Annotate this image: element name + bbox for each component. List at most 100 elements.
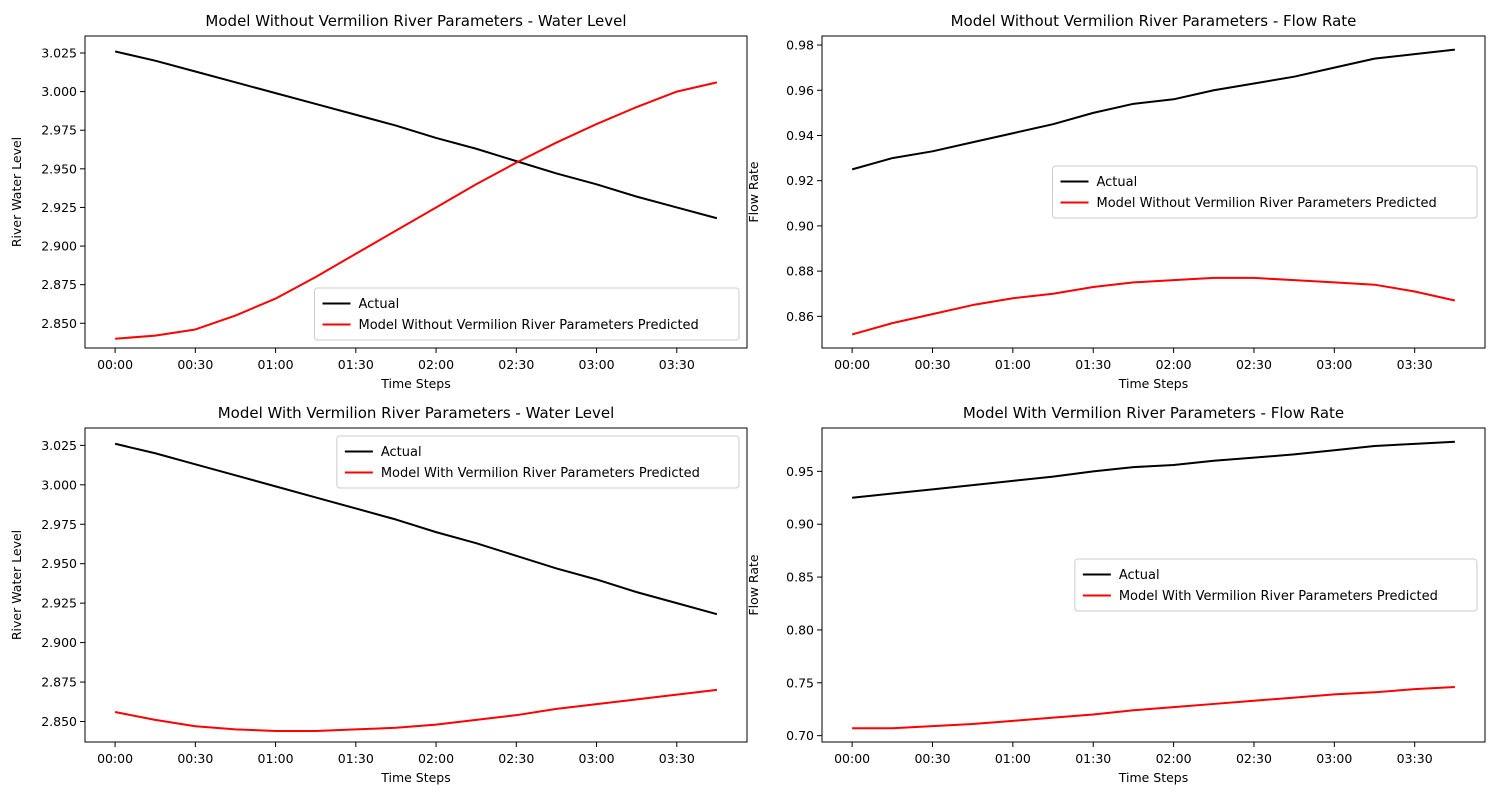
x-tick-label: 02:00 (1156, 357, 1192, 372)
plot-frame (821, 427, 1486, 743)
x-tick-label: 01:30 (1075, 751, 1111, 766)
x-tick-label: 02:00 (1156, 751, 1192, 766)
y-tick-label: 2.950 (41, 556, 77, 571)
series-line-actual (852, 440, 1455, 499)
y-tick-label: 2.875 (41, 675, 77, 690)
legend-box (1074, 558, 1478, 612)
chart-panel-3: Model With Vermilion River Parameters - … (9, 404, 748, 785)
y-tick-label: 0.90 (786, 218, 814, 233)
x-tick-label: 03:00 (579, 357, 615, 372)
y-tick-label: 2.925 (41, 596, 77, 611)
x-tick-label: 03:30 (1397, 751, 1433, 766)
series-line-actual (114, 442, 718, 616)
y-tick-label: 3.000 (41, 84, 77, 99)
x-tick-label: 01:30 (338, 751, 374, 766)
x-tick-label: 00:30 (177, 751, 213, 766)
y-tick-label: 0.96 (786, 83, 814, 98)
chart-title: Model With Vermilion River Parameters - … (963, 404, 1344, 422)
y-tick-label: 3.025 (41, 438, 77, 453)
chart-panel-4: Model With Vermilion River Parameters - … (746, 404, 1486, 785)
series-line-predicted (851, 276, 1456, 336)
x-axis-label: Time Steps (380, 770, 451, 785)
chart-title: Model With Vermilion River Parameters - … (218, 404, 615, 422)
legend-entry: Actual (381, 445, 422, 460)
x-tick-label: 03:30 (659, 751, 695, 766)
y-tick-label: 0.98 (786, 38, 814, 53)
legend-entry: Actual (1119, 568, 1160, 583)
x-tick-label: 00:00 (834, 357, 870, 372)
x-tick-label: 02:30 (498, 357, 534, 372)
plot-frame (84, 35, 748, 349)
x-tick-label: 03:30 (659, 357, 695, 372)
x-tick-label: 00:00 (97, 751, 133, 766)
x-tick-label: 01:00 (995, 751, 1031, 766)
series-line-predicted (115, 81, 718, 340)
legend-entry: Actual (359, 297, 400, 312)
x-tick-label: 01:30 (1075, 357, 1111, 372)
y-tick-label: 0.94 (786, 128, 814, 143)
series-line-actual (114, 50, 718, 220)
y-tick-label: 2.875 (41, 277, 77, 292)
y-axis-label: Flow Rate (746, 554, 761, 615)
series-line-predicted (852, 686, 1455, 730)
y-tick-label: 2.850 (41, 316, 77, 331)
y-tick-label: 2.900 (41, 635, 77, 650)
x-tick-label: 03:00 (579, 751, 615, 766)
x-tick-label: 00:00 (834, 751, 870, 766)
legend: Actual Model Without Vermilion River Para… (1052, 165, 1478, 219)
y-tick-label: 3.025 (41, 45, 77, 60)
legend-entry: Model Without Vermilion River Parameters… (1097, 196, 1437, 211)
x-tick-label: 00:00 (97, 357, 133, 372)
y-axis-label: River Water Level (9, 530, 24, 640)
x-tick-label: 00:30 (914, 751, 950, 766)
x-tick-label: 01:00 (995, 357, 1031, 372)
series-line-actual (851, 48, 1455, 171)
legend: Actual Model With Vermilion River Paramet… (336, 435, 740, 489)
y-tick-label: 0.80 (786, 622, 814, 637)
y-tick-label: 0.75 (786, 675, 814, 690)
legend-entry: Actual (1097, 175, 1138, 190)
chart-title: Model Without Vermilion River Parameters… (205, 12, 626, 30)
chart-title: Model Without Vermilion River Parameters… (951, 12, 1357, 30)
series-line-predicted (114, 688, 718, 732)
x-tick-label: 01:30 (338, 357, 374, 372)
x-tick-label: 01:00 (258, 357, 294, 372)
legend-entry: Model With Vermilion River Parameters Pr… (381, 466, 700, 481)
x-tick-label: 03:30 (1397, 357, 1433, 372)
chart-panel-1: Model Without Vermilion River Parameters… (9, 12, 748, 391)
y-tick-label: 0.92 (786, 173, 814, 188)
legend-entry: Model With Vermilion River Parameters Pr… (1119, 589, 1438, 604)
y-tick-label: 2.850 (41, 714, 77, 729)
y-tick-label: 3.000 (41, 477, 77, 492)
legend-entry: Model Without Vermilion River Parameters… (359, 318, 699, 333)
x-axis-label: Time Steps (380, 376, 451, 391)
x-tick-label: 00:30 (177, 357, 213, 372)
legend-box (314, 287, 740, 341)
x-tick-label: 02:30 (1236, 357, 1272, 372)
legend-box (1052, 165, 1478, 219)
y-tick-label: 2.900 (41, 239, 77, 254)
chart-panel-2: Model Without Vermilion River Parameters… (746, 12, 1486, 391)
y-axis-label: Flow Rate (746, 161, 761, 222)
y-tick-label: 2.975 (41, 517, 77, 532)
y-tick-label: 0.90 (786, 517, 814, 532)
x-tick-label: 02:30 (1236, 751, 1272, 766)
x-tick-label: 00:30 (914, 357, 950, 372)
y-tick-label: 2.925 (41, 200, 77, 215)
x-tick-label: 03:00 (1316, 751, 1352, 766)
legend: Actual Model Without Vermilion River Para… (314, 287, 740, 341)
y-tick-label: 0.85 (786, 570, 814, 585)
y-tick-label: 0.95 (786, 464, 814, 479)
x-tick-label: 03:00 (1316, 357, 1352, 372)
x-axis-label: Time Steps (1118, 376, 1189, 391)
y-tick-label: 0.70 (786, 728, 814, 743)
x-tick-label: 02:00 (418, 357, 454, 372)
y-tick-label: 2.950 (41, 161, 77, 176)
plot-frame (821, 35, 1486, 349)
x-tick-label: 01:00 (258, 751, 294, 766)
legend: Actual Model With Vermilion River Paramet… (1074, 558, 1478, 612)
y-tick-label: 0.88 (786, 264, 814, 279)
x-axis-label: Time Steps (1118, 770, 1189, 785)
y-tick-label: 0.86 (786, 309, 814, 324)
